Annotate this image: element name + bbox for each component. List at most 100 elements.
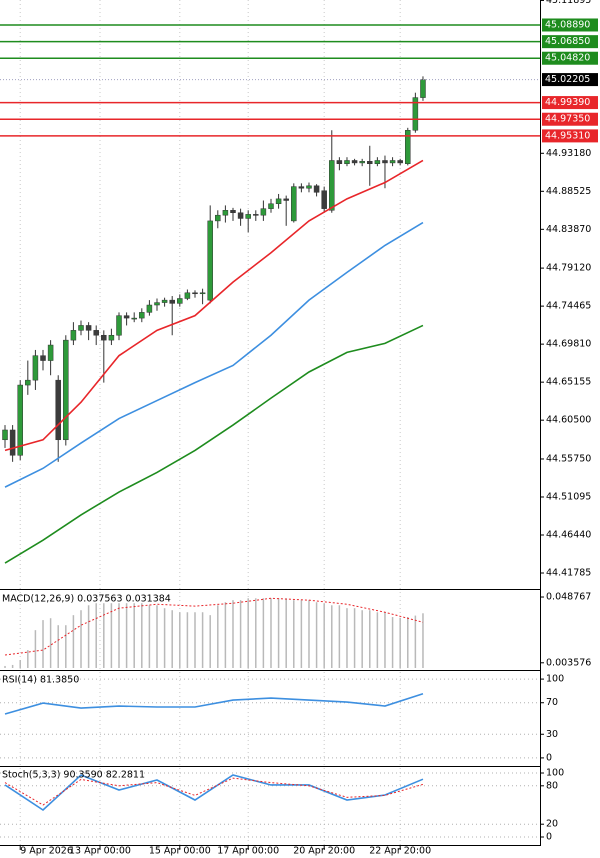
candle-body: [40, 355, 46, 361]
histogram-bar: [27, 650, 29, 668]
histogram-bar: [232, 600, 234, 668]
pane-title: RSI(14) 81.3850: [2, 675, 79, 686]
candle-body: [154, 302, 160, 306]
y-tick-label: 44.79120: [546, 263, 591, 274]
histogram-bar: [179, 612, 181, 668]
histogram-bar: [384, 612, 386, 668]
candle-body: [405, 130, 411, 164]
candle-body: [78, 325, 84, 331]
histogram-bar: [163, 608, 166, 668]
candle-body: [351, 160, 358, 164]
y-tick-label: 44.74465: [546, 301, 591, 312]
histogram-bar: [422, 613, 424, 668]
histogram-bar: [110, 603, 113, 668]
candle-body: [131, 317, 137, 320]
level-label: 44.99390: [545, 97, 590, 108]
histogram-bar: [87, 605, 90, 668]
histogram-bar: [315, 602, 318, 668]
x-tick-label: 15 Apr 00:00: [149, 846, 211, 857]
y-tick-label: 44.88525: [546, 186, 591, 197]
histogram-bar: [376, 612, 379, 668]
candle-body: [192, 292, 198, 295]
pane: [0, 772, 540, 838]
y-tick-label: 0.048767: [546, 592, 591, 603]
histogram-bar: [414, 615, 417, 668]
histogram-bar: [19, 659, 21, 668]
candle-body: [374, 160, 381, 164]
pane: [2, 76, 426, 564]
x-tick-label: 13 Apr 00:00: [69, 846, 131, 857]
histogram-bar: [4, 665, 6, 668]
candle-body: [177, 298, 183, 304]
histogram-bar: [118, 603, 120, 668]
x-tick-label: 9 Apr 2026: [20, 846, 73, 857]
histogram-bar: [338, 605, 341, 668]
level-label-box: [542, 96, 598, 110]
candle-body: [245, 214, 251, 219]
candle-body: [321, 190, 327, 209]
candle-body: [139, 312, 145, 319]
level-label-box: [542, 51, 598, 65]
histogram-bar: [34, 630, 37, 668]
y-tick-label: 0: [546, 752, 552, 763]
histogram-bar: [369, 610, 371, 668]
candle-body: [313, 185, 320, 193]
candle-body: [161, 299, 168, 303]
histogram-bar: [80, 610, 82, 668]
histogram-bar: [331, 605, 333, 668]
pane-title: MACD(12,26,9) 0.037563 0.031384: [2, 594, 171, 605]
candle-body: [85, 325, 92, 331]
histogram-bar: [399, 617, 401, 668]
histogram-bar: [391, 617, 394, 668]
histogram-bar: [255, 598, 257, 668]
candle-body: [93, 330, 99, 336]
candle-body: [412, 97, 419, 131]
x-tick-label: 20 Apr 20:00: [293, 846, 355, 857]
histogram-bar: [141, 603, 143, 668]
histogram-bar: [247, 598, 249, 668]
histogram-bar: [72, 615, 75, 668]
histogram-bar: [300, 600, 303, 668]
candle-body: [70, 330, 77, 341]
candle-body: [397, 160, 403, 164]
candle-body: [359, 161, 365, 164]
histogram-bar: [361, 610, 363, 668]
histogram-bar: [57, 625, 59, 668]
candle-body: [344, 160, 350, 164]
histogram-bar: [239, 600, 242, 668]
indicator-line: [4, 597, 424, 656]
x-tick-label: 17 Apr 00:00: [217, 846, 279, 857]
histogram-bar: [156, 605, 158, 668]
y-tick-label: 44.65155: [546, 377, 591, 388]
candle-body: [306, 185, 312, 189]
level-label: 45.04820: [545, 53, 590, 64]
y-tick-label: 44.69810: [546, 339, 591, 350]
indicator-line: [4, 774, 424, 812]
candle-body: [47, 344, 54, 361]
candle-body: [146, 304, 153, 313]
y-tick-label: 80: [546, 780, 558, 791]
level-label: 44.95310: [545, 130, 590, 141]
candle-body: [116, 315, 122, 336]
y-tick-label: 44.51095: [546, 491, 591, 502]
candle-body: [420, 79, 426, 98]
pane: [4, 597, 424, 668]
histogram-bar: [133, 603, 135, 668]
candle-body: [101, 334, 107, 341]
histogram-bar: [194, 612, 196, 668]
histogram-bar: [308, 600, 310, 668]
histogram-bar: [65, 625, 67, 668]
histogram-bar: [270, 598, 272, 668]
y-tick-label: 0.003576: [546, 657, 591, 668]
y-tick-label: 30: [546, 729, 558, 740]
histogram-bar: [186, 612, 189, 668]
candle-body: [25, 379, 31, 386]
y-tick-label: 100: [546, 768, 564, 779]
candle-body: [230, 210, 236, 213]
candle-body: [275, 198, 282, 205]
candle-body: [199, 292, 206, 295]
histogram-bar: [262, 598, 265, 668]
candle-body: [389, 160, 396, 164]
